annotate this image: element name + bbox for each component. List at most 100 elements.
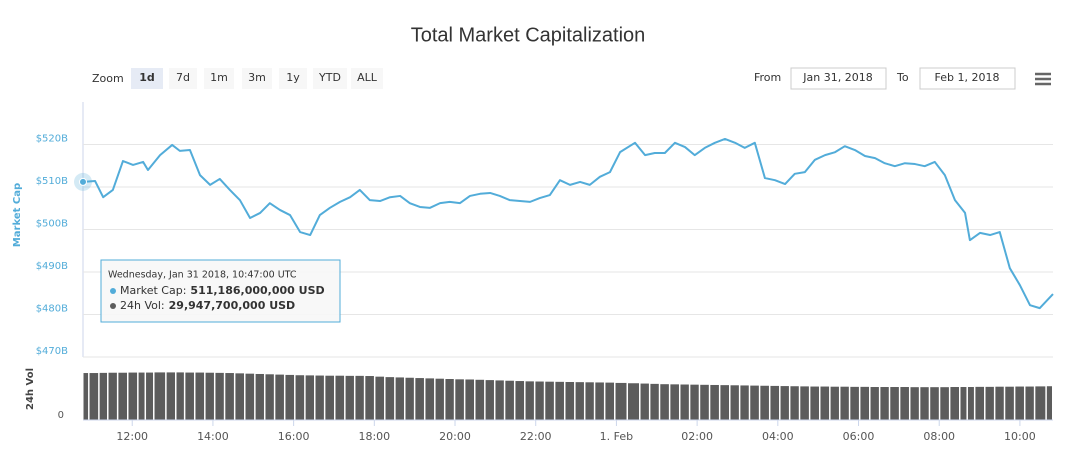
volume-bar [375, 376, 385, 420]
volume-bar [985, 386, 994, 420]
volume-bar [225, 373, 234, 420]
volume-bar [890, 387, 899, 420]
to-input[interactable] [919, 67, 1016, 90]
tooltip-header: Wednesday, Jan 31 2018, 10:47:00 UTC [108, 270, 297, 281]
volume-bar [108, 372, 117, 420]
volume-bar [215, 372, 224, 420]
volume-bar [880, 387, 889, 420]
volume-bar [830, 386, 839, 420]
from-input[interactable] [790, 67, 887, 90]
volume-bar [245, 373, 255, 420]
zoom-button-label[interactable]: 3m [248, 71, 266, 84]
volume-bar [89, 373, 99, 420]
volume-bar [780, 386, 789, 420]
volume-bar [535, 381, 544, 420]
x-tick-label: 22:00 [520, 430, 552, 443]
volume-bar [355, 375, 364, 420]
zoom-button[interactable] [204, 68, 234, 89]
zoom-button-label[interactable]: YTD [318, 71, 341, 84]
y-tick-label: $480B [36, 304, 68, 315]
volume-bar [425, 378, 435, 420]
volume-bar [445, 379, 454, 420]
x-tick-label: 10:00 [1004, 430, 1036, 443]
y-axis-title: Market Cap [12, 183, 23, 247]
volume-bar [365, 376, 374, 420]
volume-bar [345, 375, 354, 420]
volume-bar [975, 386, 985, 420]
zoom-button[interactable] [131, 68, 163, 89]
tooltip-row-label: Market Cap: [120, 284, 186, 297]
volume-bar [455, 379, 464, 420]
y-tick-label: $490B [36, 261, 68, 272]
volume-bar [515, 381, 525, 420]
hover-point [79, 177, 87, 186]
volume-bar [435, 378, 444, 420]
volume-bar [505, 380, 514, 420]
y2-tick-label: 0 [58, 410, 64, 421]
volume-bar [1046, 386, 1052, 420]
volume-bar [700, 384, 709, 420]
zoom-button-label[interactable]: 1d [139, 71, 155, 84]
volume-bar [465, 379, 474, 420]
tooltip-row: Market Cap: 511,186,000,000 USD [120, 284, 325, 297]
volume-bar [255, 373, 264, 420]
volume-bar [545, 381, 554, 420]
zoom-button[interactable] [351, 68, 383, 89]
zoom-button-label[interactable]: 1m [210, 71, 228, 84]
chart-title: Total Market Capitalization [411, 24, 646, 46]
volume-bar [285, 374, 295, 420]
x-tick-label: 14:00 [197, 430, 229, 443]
volume-bar [900, 387, 909, 420]
volume-bar [628, 383, 640, 420]
volume-bar [615, 382, 627, 420]
volume-bar [910, 387, 919, 420]
x-tick-label: 02:00 [681, 430, 713, 443]
zoom-button-label[interactable]: 7d [176, 71, 190, 84]
volume-bar [800, 386, 809, 420]
x-tick-label: 06:00 [843, 430, 875, 443]
volume-bar [640, 383, 649, 420]
zoom-button-label[interactable]: ALL [357, 71, 378, 84]
volume-bar [1025, 386, 1034, 420]
volume-bar [83, 373, 89, 420]
tooltip-box [100, 259, 341, 323]
price-line [82, 137, 1054, 310]
zoom-button-label[interactable]: 1y [286, 71, 300, 84]
volume-bar [605, 382, 615, 420]
x-tick-label: 20:00 [439, 430, 471, 443]
zoom-button[interactable] [279, 68, 307, 89]
volume-bar [118, 372, 127, 420]
x-tick-label: 12:00 [116, 430, 148, 443]
y-tick-label: $500B [36, 219, 68, 230]
to-label: To [896, 71, 909, 84]
volume-bar [790, 386, 799, 420]
x-tick-label: 08:00 [923, 430, 955, 443]
tooltip-row-value: 511,186,000,000 USD [190, 284, 324, 297]
volume-bar [405, 377, 414, 420]
tooltip-row-label: 24h Vol: [120, 299, 165, 312]
volume-bar [670, 384, 679, 420]
y-tick-label: $510B [36, 176, 68, 187]
y2-axis-title: 24h Vol [25, 368, 36, 410]
volume-bar [185, 372, 194, 420]
volume-bar [195, 372, 205, 420]
volume-bar [176, 372, 184, 420]
zoom-button[interactable] [169, 68, 197, 89]
zoom-button[interactable] [242, 68, 272, 89]
to-value[interactable]: Feb 1, 2018 [935, 71, 1000, 84]
volume-bar [680, 384, 689, 420]
volume-bar [565, 381, 575, 420]
volume-bar [275, 374, 284, 420]
volume-bar [166, 372, 176, 420]
from-value[interactable]: Jan 31, 2018 [802, 71, 872, 84]
volume-bar [760, 385, 769, 420]
volume-bar [295, 375, 305, 420]
volume-bar [315, 375, 324, 420]
volume-bar [770, 385, 780, 420]
volume-bar [1015, 386, 1024, 420]
menu-button[interactable] [1032, 69, 1054, 89]
volume-bar [750, 385, 759, 420]
y-tick-label: $520B [36, 134, 68, 145]
volume-bar [960, 387, 967, 420]
zoom-button[interactable] [313, 68, 347, 89]
